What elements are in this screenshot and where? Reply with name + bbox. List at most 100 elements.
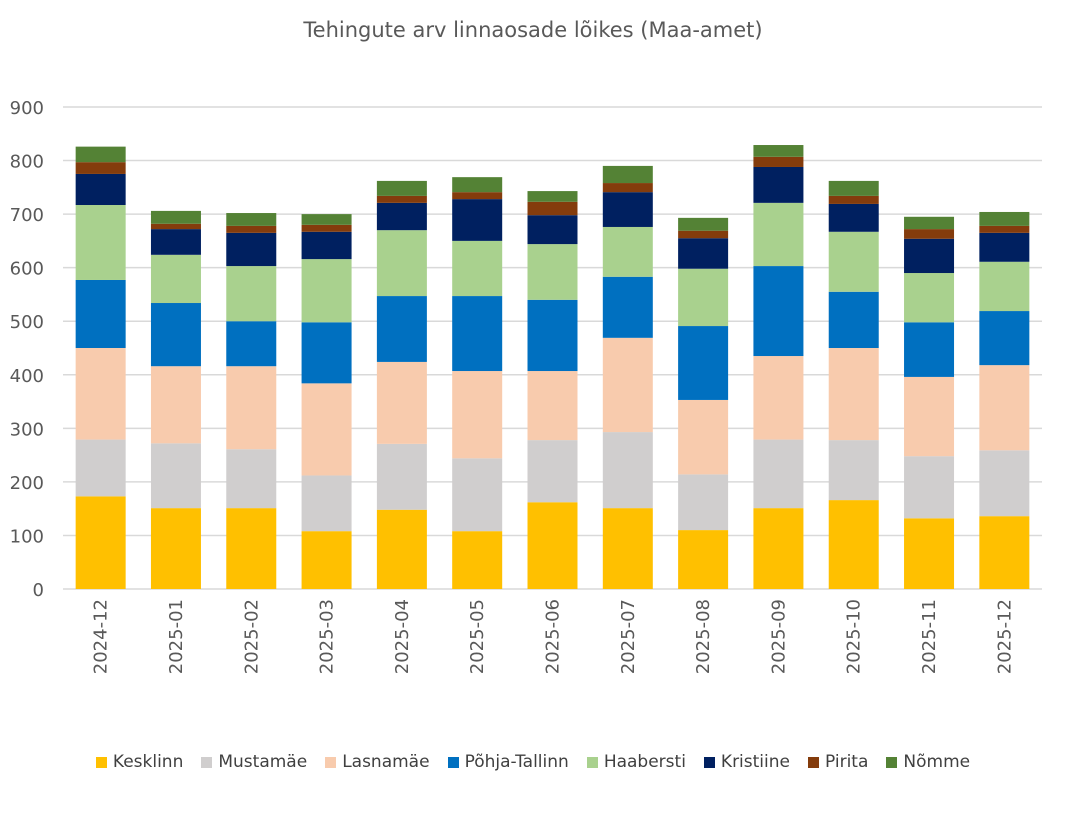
legend-item: Nõmme	[886, 752, 970, 772]
legend-item: Haabersti	[586, 752, 686, 772]
x-tick-label: 2024-12	[91, 599, 112, 674]
x-tick-label: 2025-09	[768, 599, 789, 674]
bar-segment-nõmme	[828, 180, 879, 196]
bar-segment-pirita	[753, 156, 804, 167]
bar-segment-kesklinn	[376, 509, 427, 589]
bar-segment-nõmme	[753, 145, 804, 157]
y-tick-label: 600	[10, 259, 44, 280]
bar-segment-nõmme	[527, 191, 578, 202]
bar-segment-kristiine	[226, 232, 277, 267]
legend-label: Põhja-Tallinn	[464, 752, 569, 772]
bar-segment-haabersti	[602, 226, 653, 277]
bar-segment-lasnamäe	[904, 376, 955, 457]
bar-segment-mustamäe	[678, 474, 729, 531]
legend-item: Mustamäe	[201, 752, 307, 772]
legend-label: Pirita	[824, 752, 869, 772]
bar-segment-lasnamäe	[301, 383, 352, 476]
bar-segment-kristiine	[75, 173, 126, 206]
x-tick-label: 2025-06	[543, 599, 564, 674]
bar-segment-põhja-tallinn	[904, 322, 955, 377]
bar-segment-pirita	[376, 195, 427, 203]
legend-item: Kesklinn	[95, 752, 183, 772]
y-tick-label: 900	[10, 98, 44, 119]
bar-segment-kristiine	[527, 215, 578, 245]
bar-segment-lasnamäe	[979, 365, 1030, 451]
bar-segment-kristiine	[376, 202, 427, 231]
y-tick-label: 400	[10, 366, 44, 387]
bar-segment-mustamäe	[452, 458, 503, 532]
bar-segment-haabersti	[376, 230, 427, 297]
bar-segment-põhja-tallinn	[452, 296, 503, 372]
x-tick-label: 2025-08	[693, 599, 714, 674]
bar-segment-mustamäe	[226, 449, 277, 509]
bar-segment-haabersti	[979, 261, 1030, 312]
bar-segment-pirita	[527, 201, 578, 216]
bar-segment-haabersti	[904, 273, 955, 323]
bar-segment-pirita	[678, 230, 729, 239]
bar-segment-mustamäe	[904, 456, 955, 519]
bar-segment-põhja-tallinn	[602, 276, 653, 338]
bar-segment-kristiine	[301, 231, 352, 260]
x-tick-label: 2025-12	[994, 599, 1015, 674]
bar-segment-pirita	[150, 223, 201, 230]
bar-segment-kristiine	[979, 232, 1030, 262]
bar-segment-haabersti	[301, 259, 352, 323]
bar-segment-kristiine	[753, 166, 804, 203]
bar-segment-põhja-tallinn	[376, 296, 427, 362]
bar-segment-põhja-tallinn	[301, 322, 352, 384]
legend-item: Pirita	[807, 752, 869, 772]
x-tick-label: 2025-05	[467, 599, 488, 674]
bar-segment-põhja-tallinn	[678, 326, 729, 400]
x-tick-label: 2025-04	[392, 599, 413, 674]
bar-segment-nõmme	[904, 216, 955, 230]
y-tick-label: 700	[10, 205, 44, 226]
bar-segment-lasnamäe	[753, 356, 804, 440]
bar-segment-haabersti	[452, 240, 503, 297]
bar-segment-kristiine	[828, 203, 879, 232]
bar-segment-nõmme	[376, 180, 427, 196]
x-tick-label: 2025-02	[241, 599, 262, 674]
x-tick-label: 2025-07	[618, 599, 639, 674]
bar-segment-lasnamäe	[828, 348, 879, 441]
legend-swatch	[95, 756, 107, 768]
bar-segment-kesklinn	[602, 508, 653, 589]
legend-label: Nõmme	[903, 752, 971, 772]
bar-segment-lasnamäe	[376, 361, 427, 444]
bar-segment-mustamäe	[753, 439, 804, 509]
x-tick-label: 2025-01	[166, 599, 187, 674]
bar-segment-haabersti	[150, 254, 201, 304]
bar-segment-mustamäe	[602, 432, 653, 509]
legend-item: Põhja-Tallinn	[447, 752, 569, 772]
bar-segment-põhja-tallinn	[150, 303, 201, 367]
legend-swatch	[201, 756, 213, 768]
bar-segment-pirita	[452, 192, 503, 200]
bar-segment-kristiine	[150, 229, 201, 255]
legend-item: Lasnamäe	[325, 752, 430, 772]
bar-segment-kesklinn	[301, 531, 352, 589]
x-tick-label: 2025-11	[919, 599, 940, 674]
legend-swatch	[325, 756, 337, 768]
bar-segment-kristiine	[904, 238, 955, 274]
bar-segment-mustamäe	[828, 440, 879, 501]
bar-segment-pirita	[226, 225, 277, 233]
bar-segment-haabersti	[678, 268, 729, 327]
bar-segment-pirita	[75, 162, 126, 174]
legend-swatch	[586, 756, 598, 768]
bar-segment-kesklinn	[527, 502, 578, 589]
bar-segment-haabersti	[753, 202, 804, 267]
bar-segment-lasnamäe	[226, 366, 277, 450]
bar-segment-lasnamäe	[527, 371, 578, 441]
bar-segment-lasnamäe	[452, 371, 503, 459]
legend-swatch	[703, 756, 715, 768]
bar-segment-nõmme	[301, 214, 352, 225]
bar-segment-kristiine	[678, 238, 729, 269]
bar-segment-kesklinn	[678, 530, 729, 589]
legend-swatch	[807, 756, 819, 768]
legend-swatch	[447, 756, 459, 768]
bar-segment-kesklinn	[226, 508, 277, 589]
y-tick-label: 800	[10, 152, 44, 173]
bar-segment-põhja-tallinn	[226, 321, 277, 367]
chart-title: Tehingute arv linnaosade lõikes (Maa-ame…	[303, 18, 763, 42]
legend-label: Kristiine	[720, 752, 790, 772]
